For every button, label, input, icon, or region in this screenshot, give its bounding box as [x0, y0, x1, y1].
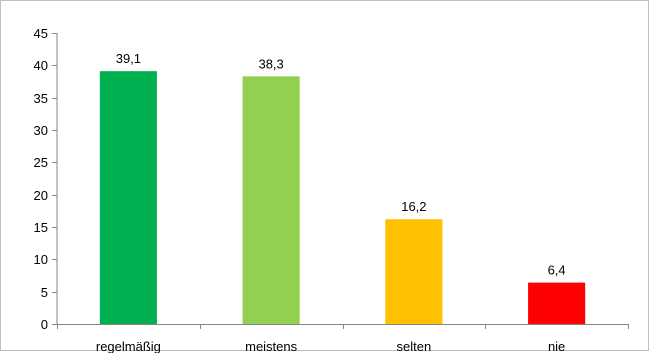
y-tick-label: 25 [34, 155, 48, 170]
x-category-label: regelmäßig [96, 339, 161, 353]
y-tick-label: 15 [34, 220, 48, 235]
bar [242, 76, 300, 325]
y-tick-label: 45 [34, 26, 48, 41]
y-axis: 0 5 10 15 20 25 30 35 40 45 [34, 26, 58, 332]
y-tick-label: 20 [34, 188, 48, 203]
data-label: 39,1 [116, 51, 141, 66]
x-category-label: nie [548, 339, 565, 353]
data-labels: 39,1 38,3 16,2 6,4 [116, 51, 566, 277]
y-tick-label: 30 [34, 123, 48, 138]
data-label: 16,2 [401, 199, 426, 214]
x-axis: regelmäßig meistens selten nie [57, 324, 629, 353]
y-tick-label: 35 [34, 91, 48, 106]
data-label: 38,3 [258, 56, 283, 71]
y-tick-label: 0 [41, 317, 48, 332]
y-tick-label: 40 [34, 58, 48, 73]
data-label: 6,4 [548, 263, 566, 278]
y-tick-label: 10 [34, 252, 48, 267]
y-tick-label: 5 [41, 285, 48, 300]
bars [99, 71, 586, 325]
bar [99, 71, 157, 324]
bar [528, 282, 586, 324]
bar [385, 219, 443, 324]
x-category-label: selten [397, 339, 432, 353]
x-category-label: meistens [245, 339, 298, 353]
